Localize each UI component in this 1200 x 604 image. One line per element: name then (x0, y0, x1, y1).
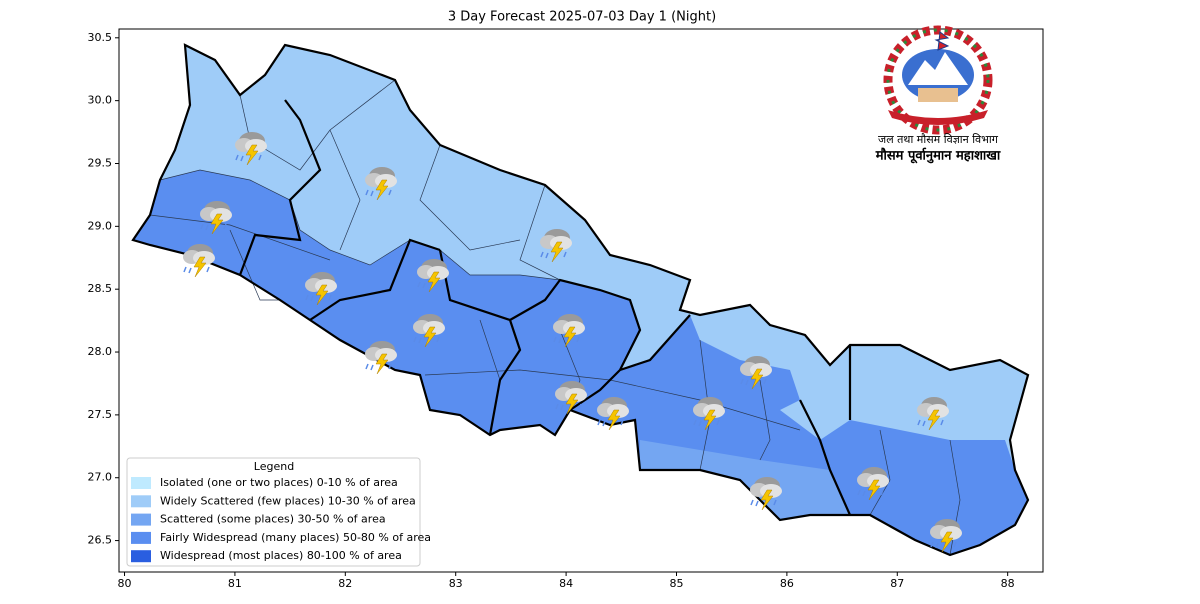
legend-box (126, 457, 421, 567)
y-tick-label: 28.0 (88, 345, 113, 358)
x-tick-label: 87 (890, 577, 904, 590)
y-tick-label: 30.5 (88, 31, 113, 44)
x-tick-label: 86 (780, 577, 794, 590)
y-tick-label: 30.0 (88, 94, 113, 107)
region (133, 170, 1028, 555)
legend-title: Legend (254, 460, 294, 473)
legend-label: Scattered (some places) 30-50 % of area (160, 513, 386, 526)
logo-line1: जल तथा मौसम विज्ञान विभाग (878, 133, 999, 146)
y-tick-label: 27.5 (88, 408, 113, 421)
logo-line2: मौसम पूर्वानुमान महाशाखा (875, 148, 1001, 164)
legend-label: Widespread (most places) 80-100 % of are… (160, 549, 402, 562)
legend-swatch (131, 513, 151, 526)
y-tick-label: 29.0 (88, 219, 113, 232)
y-tick-label: 26.5 (88, 534, 113, 547)
x-tick-label: 80 (118, 577, 132, 590)
x-tick-label: 81 (228, 577, 242, 590)
y-tick-label: 29.5 (88, 156, 113, 169)
x-tick-label: 85 (669, 577, 683, 590)
legend: Legend Isolated (one or two places) 0-10… (126, 457, 431, 567)
chart-title: 3 Day Forecast 2025-07-03 Day 1 (Night) (448, 10, 716, 25)
legend-label: Isolated (one or two places) 0-10 % of a… (160, 476, 398, 489)
y-tick-label: 28.5 (88, 282, 113, 295)
legend-swatch (131, 531, 151, 544)
x-tick-label: 83 (449, 577, 463, 590)
legend-label: Widely Scattered (few places) 10-30 % of… (160, 494, 416, 507)
legend-swatch (131, 550, 151, 563)
nepal-map (131, 43, 1030, 557)
region (640, 440, 850, 520)
logo: जल तथा मौसम विज्ञान विभाग मौसम पूर्वानुम… (875, 25, 1001, 164)
x-tick-label: 82 (338, 577, 352, 590)
province-borders (131, 43, 1030, 557)
legend-swatch (131, 477, 151, 489)
x-tick-label: 88 (1001, 577, 1015, 590)
legend-swatch (131, 495, 151, 508)
legend-label: Fairly Widespread (many places) 50-80 % … (160, 531, 431, 544)
y-tick-label: 27.0 (88, 471, 113, 484)
x-tick-label: 84 (559, 577, 573, 590)
